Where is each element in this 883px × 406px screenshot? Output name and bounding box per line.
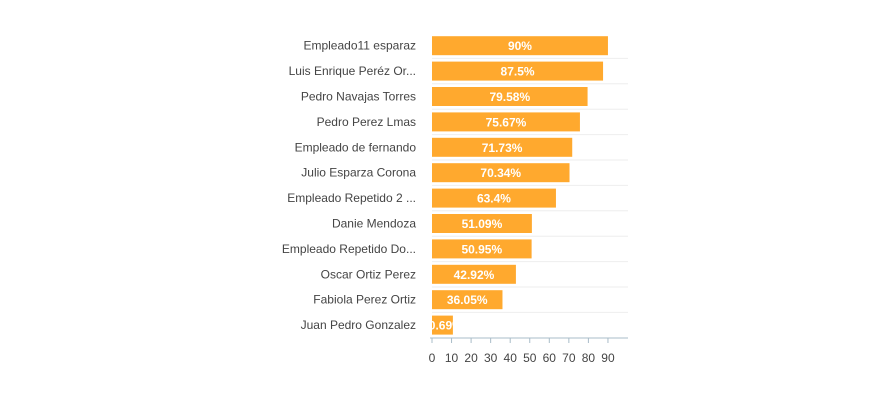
data-label: 71.73% <box>482 141 523 155</box>
x-tick-label: 80 <box>582 351 596 365</box>
x-tick-label: 30 <box>484 351 498 365</box>
data-label: 63.4% <box>477 192 511 206</box>
data-label: 90% <box>508 39 532 53</box>
x-tick-label: 20 <box>464 351 478 365</box>
data-label: 79.58% <box>489 90 530 104</box>
data-label: 42.92% <box>454 268 495 282</box>
bar[interactable] <box>432 137 573 157</box>
data-label: 51.09% <box>462 217 503 231</box>
bar[interactable] <box>432 239 532 259</box>
category-label: Pedro Navajas Torres <box>301 90 416 104</box>
bar[interactable] <box>432 214 532 233</box>
grid-lines <box>432 57 628 313</box>
bar[interactable] <box>432 290 503 310</box>
bar[interactable] <box>432 264 516 284</box>
x-tick-label: 70 <box>562 351 576 365</box>
category-label: Julio Esparza Corona <box>301 166 416 180</box>
x-tick-label: 10 <box>445 351 459 365</box>
category-label: Oscar Ortiz Perez <box>321 267 416 281</box>
category-label: Luis Enrique Peréz Or... <box>289 64 416 78</box>
data-label: 10.69% <box>422 319 463 333</box>
x-tick-label: 60 <box>543 351 557 365</box>
category-label: Empleado11 esparaz <box>303 39 416 53</box>
x-tick-label: 0 <box>429 351 436 365</box>
bar[interactable] <box>432 36 608 56</box>
category-label: Empleado Repetido Do... <box>282 242 416 256</box>
data-label: 70.34% <box>480 166 521 180</box>
category-label: Fabiola Perez Ortiz <box>313 293 416 307</box>
bar[interactable] <box>432 87 588 106</box>
data-label: 75.67% <box>486 115 527 129</box>
bar[interactable] <box>432 112 580 132</box>
data-label: 50.95% <box>461 242 502 256</box>
category-label: Pedro Perez Lmas <box>317 115 416 129</box>
bar[interactable] <box>432 61 604 81</box>
category-label: Danie Mendoza <box>332 217 416 231</box>
bar[interactable] <box>432 188 556 208</box>
x-axis: 0 10 20 30 40 50 60 70 80 90 <box>429 337 628 365</box>
category-label: Empleado de fernando <box>295 140 417 154</box>
x-tick-label: 90 <box>601 351 615 365</box>
data-label: 87.5% <box>501 65 535 79</box>
bars: 90% 87.5% 79.58% 75.67% 71.73% 70.34% 63.4% 51.… <box>422 36 608 335</box>
bar[interactable] <box>432 163 570 183</box>
category-label: Juan Pedro Gonzalez <box>301 318 416 332</box>
x-tick-label: 40 <box>504 351 518 365</box>
category-label: Empleado Repetido 2 ... <box>287 191 416 205</box>
data-label: 36.05% <box>447 293 488 307</box>
x-tick-label: 50 <box>523 351 537 365</box>
bar[interactable] <box>432 315 453 335</box>
category-labels: Empleado11 esparaz Luis Enrique Peréz Or.… <box>282 39 416 332</box>
